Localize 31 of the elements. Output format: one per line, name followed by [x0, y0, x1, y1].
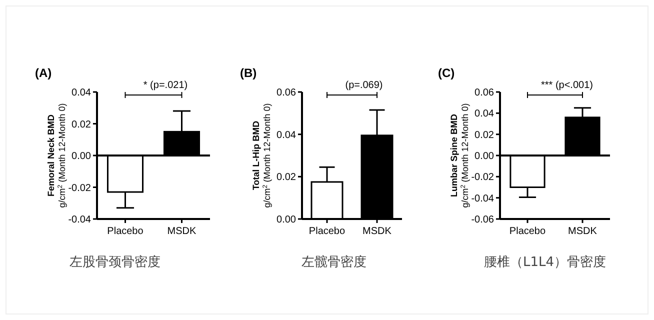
y-tick-label: 0.00 [72, 151, 92, 162]
y-tick-label: 0.02 [276, 172, 296, 184]
y-tick-label: -0.04 [68, 214, 92, 226]
x-tick-label: MSDK [362, 226, 392, 237]
text: *** (p<.001) [541, 80, 593, 91]
y-tick-label: 0.06 [474, 88, 494, 98]
text: 左股骨颈骨密度 [70, 254, 160, 270]
text: * (p=.021) [143, 80, 188, 91]
text: 腰椎（L1L4）骨密度 [484, 254, 606, 270]
chart-title: (A) [35, 66, 52, 80]
y-tick-label: -0.02 [68, 182, 92, 194]
x-tick-label: MSDK [568, 226, 598, 237]
y-tick-label: 0.02 [474, 130, 494, 141]
y-tick-label: -0.04 [471, 193, 494, 204]
y-tick-label: 0.00 [276, 214, 296, 226]
y-tick-label: 0.06 [276, 88, 296, 98]
y-tick-label: -0.02 [471, 172, 494, 184]
x-tick-label: MSDK [167, 226, 197, 237]
text: 左髋骨密度 [302, 254, 366, 270]
x-tick-label: Placebo [107, 226, 144, 237]
y-tick-label: 0.04 [276, 130, 296, 141]
chart-title: (C) [438, 66, 455, 80]
y-tick-label: 0.00 [474, 151, 494, 162]
y-tick-label: 0.02 [72, 119, 92, 130]
y-tick-label: 0.04 [474, 108, 494, 120]
y-tick-label: 0.04 [72, 88, 92, 98]
y-tick-label: -0.06 [471, 214, 494, 226]
text: (p=.069) [345, 80, 383, 91]
x-tick-label: Placebo [308, 226, 346, 237]
chart-title: (B) [240, 66, 257, 80]
x-tick-label: Placebo [509, 226, 546, 237]
